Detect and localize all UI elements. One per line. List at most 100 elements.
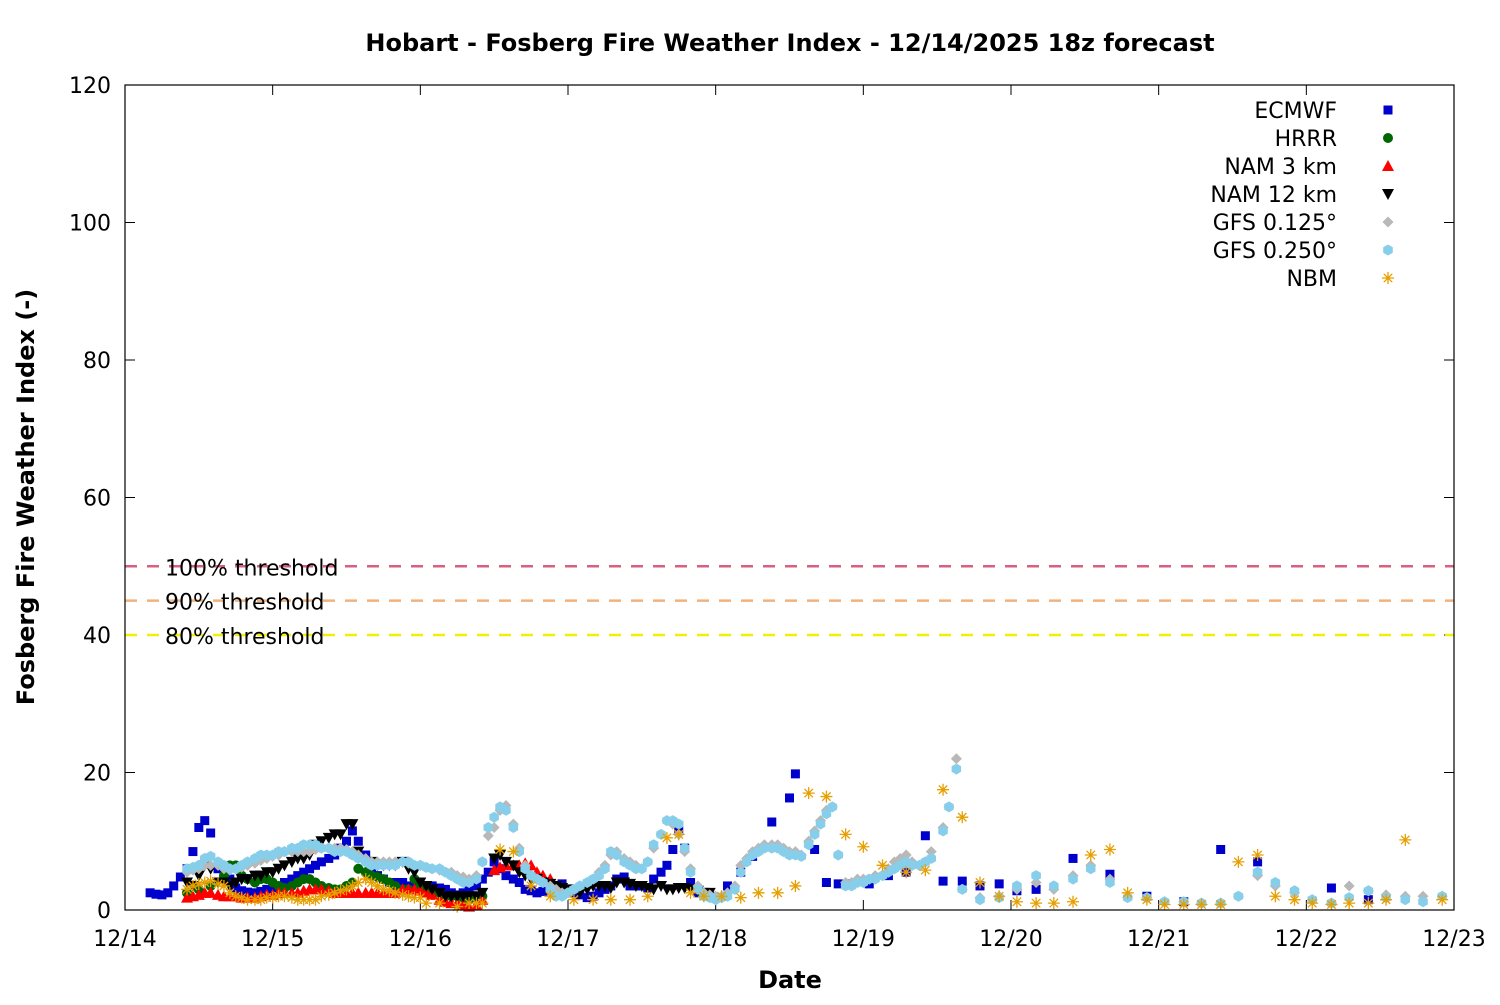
y-tick-label: 20 xyxy=(83,762,111,787)
data-point xyxy=(1232,855,1245,868)
data-point xyxy=(279,878,289,887)
data-point xyxy=(266,891,279,904)
data-point xyxy=(477,874,487,884)
data-point xyxy=(383,884,396,897)
data-point xyxy=(925,846,937,858)
data-point xyxy=(279,846,290,858)
data-point xyxy=(973,876,986,889)
data-point xyxy=(396,888,409,901)
data-point xyxy=(938,876,948,886)
data-point xyxy=(1140,893,1153,906)
y-tick-labels: 0 20 40 60 80 100 120 xyxy=(69,74,111,924)
x-tick-label: 12/19 xyxy=(832,927,895,952)
data-point xyxy=(785,793,794,803)
data-point xyxy=(310,860,320,870)
data-point xyxy=(476,897,489,910)
data-point xyxy=(157,890,167,900)
data-point xyxy=(463,897,476,910)
data-point xyxy=(697,890,710,903)
data-point xyxy=(1251,849,1264,861)
data-point xyxy=(471,873,482,885)
data-point xyxy=(488,853,501,865)
data-point xyxy=(1068,873,1078,885)
data-point xyxy=(470,891,483,903)
data-point xyxy=(686,878,696,887)
data-point xyxy=(1233,890,1244,902)
data-point xyxy=(520,863,530,875)
data-point xyxy=(254,870,267,882)
data-point xyxy=(420,897,433,910)
data-point xyxy=(514,878,524,887)
data-point xyxy=(309,893,322,906)
threshold-lines: 100% threshold 90% threshold 80% threshold xyxy=(125,556,1454,650)
data-point xyxy=(715,890,728,903)
data-point xyxy=(316,842,327,854)
data-point xyxy=(919,864,932,877)
data-point xyxy=(604,893,617,906)
data-point xyxy=(169,881,179,891)
threshold-label: 100% threshold xyxy=(165,556,339,581)
legend-label: NBM xyxy=(1286,267,1337,292)
data-point xyxy=(741,856,752,868)
data-point xyxy=(181,883,194,896)
data-point xyxy=(833,849,843,861)
data-point xyxy=(464,884,474,894)
data-point xyxy=(353,852,364,864)
data-point xyxy=(900,866,913,879)
data-point xyxy=(229,890,242,903)
data-point xyxy=(414,891,427,904)
data-point xyxy=(198,876,211,889)
y-tick-label: 0 xyxy=(97,899,111,924)
data-point xyxy=(1269,890,1282,903)
data-point xyxy=(489,811,499,823)
data-point xyxy=(759,842,770,854)
data-point xyxy=(582,893,592,903)
threshold-label: 90% threshold xyxy=(165,591,325,616)
data-point xyxy=(820,790,833,803)
y-tick-label: 80 xyxy=(83,349,111,374)
data-point xyxy=(305,864,315,874)
data-point xyxy=(734,891,747,904)
data-point xyxy=(483,867,493,877)
data-point xyxy=(544,890,557,903)
data-point xyxy=(278,860,291,872)
data-point xyxy=(440,884,450,894)
data-point xyxy=(771,886,784,899)
data-point xyxy=(920,831,930,841)
data-point xyxy=(334,884,347,897)
data-point xyxy=(315,890,328,903)
data-point xyxy=(414,877,427,889)
y-axis-label: Fosberg Fire Weather Index (-) xyxy=(12,289,40,705)
data-point xyxy=(647,884,660,896)
data-point xyxy=(1380,893,1393,906)
data-point xyxy=(951,763,962,775)
data-point xyxy=(186,879,199,892)
legend-marker xyxy=(1382,160,1394,171)
data-point xyxy=(736,866,746,878)
data-point xyxy=(679,842,690,854)
data-point xyxy=(1010,895,1023,908)
data-point xyxy=(810,845,820,854)
data-point xyxy=(1031,884,1041,894)
data-point xyxy=(1031,870,1041,882)
data-point xyxy=(876,859,889,872)
data-point xyxy=(1086,863,1096,875)
data-point xyxy=(821,878,831,887)
data-point xyxy=(1047,897,1060,910)
data-point xyxy=(1216,845,1226,854)
data-point xyxy=(827,801,838,813)
x-tick-label: 12/14 xyxy=(93,927,156,952)
data-point xyxy=(508,874,518,884)
data-point xyxy=(857,840,870,853)
data-point xyxy=(789,879,802,892)
legend-marker xyxy=(1382,272,1394,284)
data-point xyxy=(347,826,357,836)
data-point xyxy=(1103,843,1116,856)
data-point xyxy=(359,873,372,886)
data-point xyxy=(520,884,530,894)
x-tick-label: 12/18 xyxy=(684,927,747,952)
data-point xyxy=(204,886,217,898)
x-tick-label: 12/20 xyxy=(979,927,1042,952)
data-point xyxy=(315,836,328,848)
